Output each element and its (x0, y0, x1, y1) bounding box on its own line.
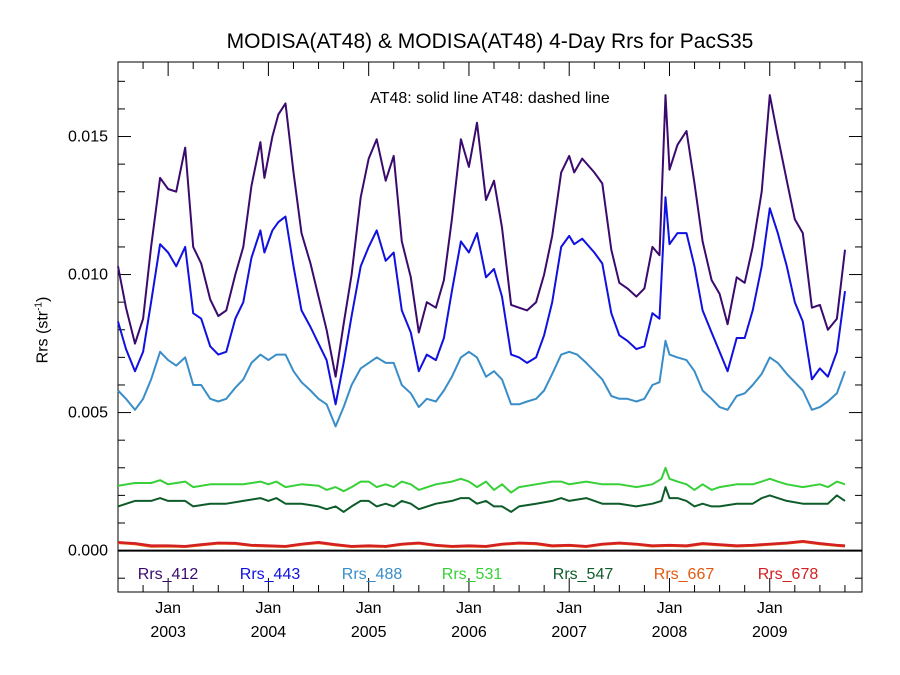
legend-item-rrs-531: Rrs_531 (441, 566, 503, 583)
x-tick-label-month: Jan (356, 600, 382, 617)
x-tick-label-year: 2008 (652, 624, 688, 641)
y-axis-label-exponent: -1 (33, 301, 45, 311)
series-group (117, 94, 846, 548)
x-tick-label-month: Jan (556, 600, 582, 617)
series-line-rrs-531 (117, 466, 846, 494)
x-tick-label-year: 2003 (150, 624, 186, 641)
chart-title: MODISA(AT48) & MODISA(AT48) 4-Day Rrs fo… (226, 30, 754, 53)
legend-item-rrs-412: Rrs_412 (137, 566, 199, 583)
y-axis-label-close: ) (34, 296, 52, 302)
legend-item-rrs-488: Rrs_488 (341, 566, 403, 583)
x-tick-label-month: Jan (256, 600, 282, 617)
series-line-rrs-547 (117, 486, 846, 513)
series-line-rrs-488 (117, 339, 846, 428)
x-tick-label-year: 2004 (251, 624, 287, 641)
plot-frame (117, 61, 863, 593)
x-tick-label-month: Jan (757, 600, 783, 617)
series-line-rrs-412 (117, 94, 846, 378)
y-tick-labels: 0.000 0.005 0.010 0.015 (68, 129, 108, 560)
x-tick-label-year: 2009 (752, 624, 788, 641)
legend-item-rrs-547: Rrs_547 (552, 566, 614, 583)
chart-subtitle: AT48: solid line AT48: dashed line (370, 90, 610, 107)
y-axis-label: Rrs (str-1) (33, 297, 52, 364)
x-tick-label-month: Jan (155, 600, 181, 617)
legend-item-rrs-443: Rrs_443 (239, 566, 301, 583)
legend-item-rrs-678: Rrs_678 (757, 566, 819, 583)
y-tick-label: 0.005 (68, 405, 108, 422)
y-axis-label-text: Rrs (str (34, 310, 52, 364)
series-line-rrs-678 (117, 539, 846, 548)
legend-item-rrs-667: Rrs_667 (653, 566, 715, 583)
x-tick-label-month: Jan (657, 600, 683, 617)
x-tick-label-year: 2005 (351, 624, 387, 641)
legend: Rrs_412 Rrs_443 Rrs_488 Rrs_531 Rrs_547 Rrs_6… (0, 566, 900, 588)
x-tick-label-year: 2007 (551, 624, 587, 641)
axis-ticks (117, 62, 862, 592)
y-tick-label: 0.010 (68, 267, 108, 284)
y-tick-label: 0.015 (68, 129, 108, 146)
x-tick-label-month: Jan (456, 600, 482, 617)
y-tick-label: 0.000 (68, 543, 108, 560)
series-line-rrs-443 (117, 196, 846, 406)
x-tick-labels: Jan 2003 Jan 2004 Jan 2005 Jan 2006 Jan 2007 Jan 20… (150, 600, 787, 641)
x-tick-label-year: 2006 (451, 624, 487, 641)
